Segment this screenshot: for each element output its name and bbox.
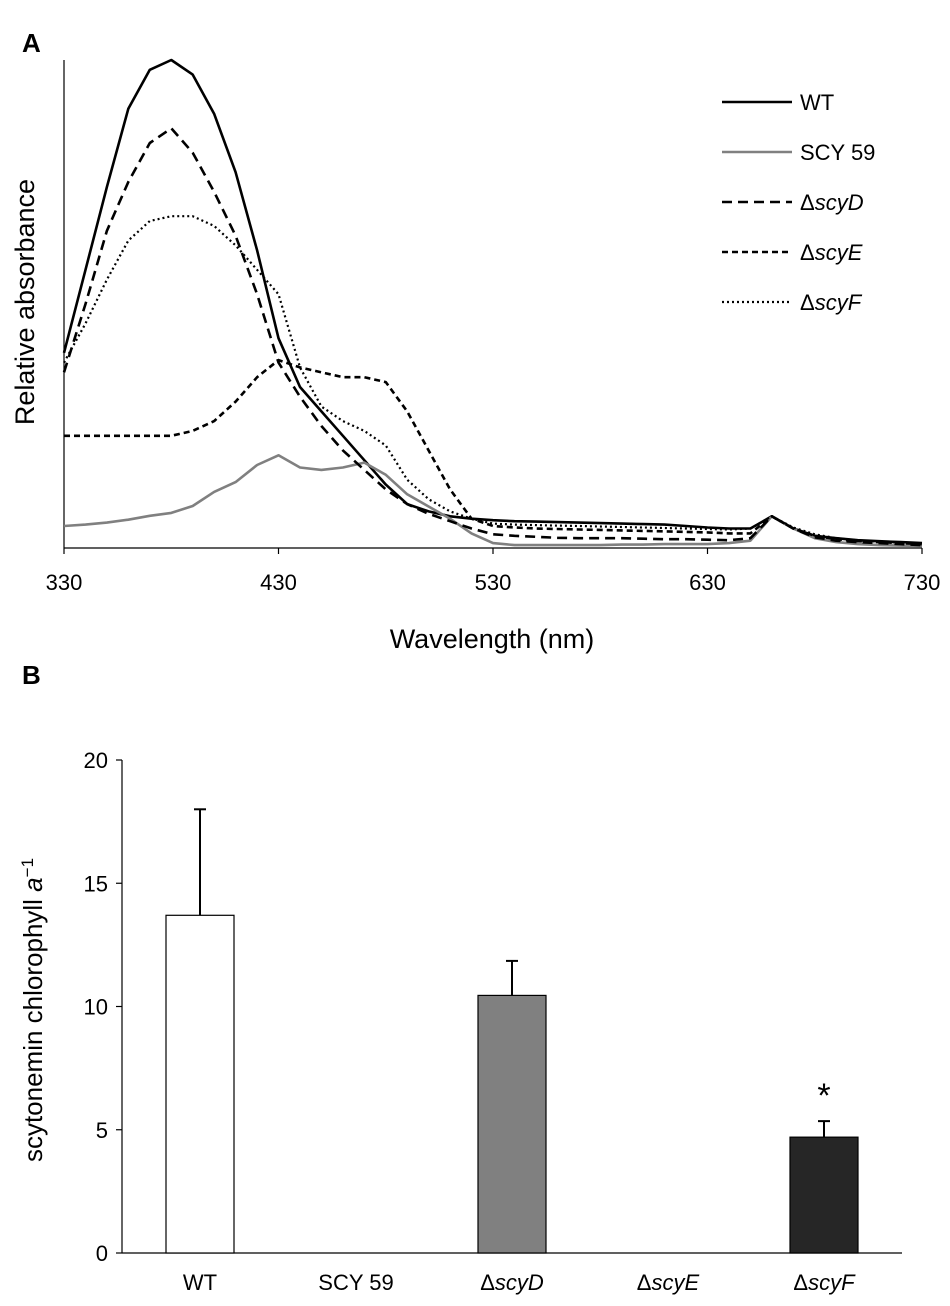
panel-a-y-axis-label: Relative absorbance (10, 179, 40, 425)
legend-label-scye: ΔscyE (800, 240, 863, 265)
series-line-scyf (63, 215, 923, 545)
significance-annotation: * (817, 1077, 830, 1115)
series-line-scy-59 (63, 454, 923, 548)
category-label-scyd: ΔscyD (480, 1270, 544, 1295)
legend-label-scyf: ΔscyF (800, 290, 863, 315)
x-tick-label: 630 (689, 570, 726, 595)
bar-scyf (789, 1136, 859, 1254)
y-tick-label: 10 (84, 995, 108, 1020)
bar-scyd (477, 994, 547, 1254)
panel-a-x-axis-label: Wavelength (nm) (390, 624, 595, 654)
x-tick-label: 430 (260, 570, 297, 595)
panel-b-bars: * (165, 808, 859, 1254)
panel-a-legend: WT SCY 59 ΔscyD ΔscyE ΔscyF (722, 90, 875, 315)
category-label-scy-59: SCY 59 (318, 1270, 393, 1295)
panel-a: A 330 430 530 630 730 WT SCY 59 ΔscyD ΔscyE Δscy… (10, 28, 940, 654)
panel-a-series-lines (62, 58, 923, 548)
panel-b-y-axis-label: scytonemin chlorophyll a−1 (18, 858, 48, 1162)
panel-b: B 0 5 10 15 20 * WT SCY 59 ΔscyD ΔscyE ΔscyF scy… (18, 660, 902, 1295)
x-tick-label: 330 (46, 570, 83, 595)
legend-label-scyd: ΔscyD (800, 190, 864, 215)
bar-wt (165, 914, 235, 1254)
panel-a-x-ticks: 330 430 530 630 730 (46, 548, 941, 595)
series-line-scye (64, 358, 923, 546)
series-line-scyd (62, 127, 923, 547)
legend-label-scy-59: SCY 59 (800, 140, 875, 165)
y-tick-label: 5 (96, 1118, 108, 1143)
panel-b-category-labels: WT SCY 59 ΔscyD ΔscyE ΔscyF (183, 1270, 856, 1295)
panel-b-y-ticks: 0 5 10 15 20 (84, 748, 122, 1266)
legend-label-wt: WT (800, 90, 834, 115)
panel-a-label: A (22, 28, 41, 58)
series-line-wt (62, 58, 923, 545)
category-label-scyf: ΔscyF (793, 1270, 856, 1295)
y-tick-label: 15 (84, 871, 108, 896)
x-tick-label: 530 (475, 570, 512, 595)
y-tick-label: 0 (96, 1241, 108, 1266)
x-tick-label: 730 (904, 570, 941, 595)
y-tick-label: 20 (84, 748, 108, 773)
panel-b-label: B (22, 660, 41, 690)
category-label-wt: WT (183, 1270, 217, 1295)
category-label-scye: ΔscyE (637, 1270, 700, 1295)
